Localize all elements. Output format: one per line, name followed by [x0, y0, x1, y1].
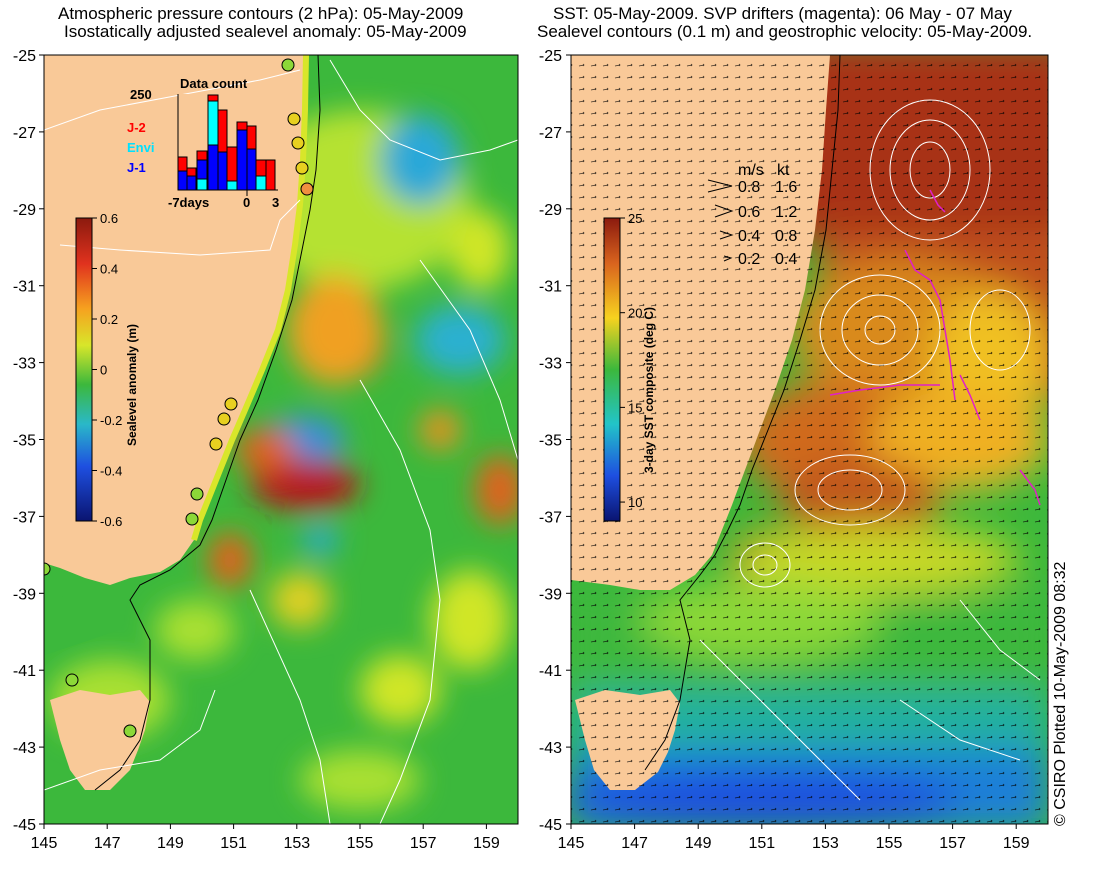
inset-xlabel-zero: 0: [243, 195, 250, 210]
right-map: [571, 55, 1048, 824]
right-ytick-label: -29: [539, 202, 562, 219]
velocity-arrow-0-8: [707, 179, 733, 193]
left-xtick-label: 159: [473, 835, 500, 852]
velocity-ms-1: 0.6: [738, 204, 760, 221]
left-ytick-label: -39: [13, 586, 36, 603]
velocity-ms-2: 0.4: [738, 228, 760, 245]
right-ytick-label: -31: [539, 279, 562, 296]
sst-colorbar-label: 3-day SST composite (deg C): [642, 306, 656, 473]
left-xtick-label: 157: [410, 835, 437, 852]
right-ytick-label: -45: [539, 817, 562, 834]
sst-colorbar-tick-label: 25: [628, 211, 642, 226]
sst-colorbar: [603, 217, 621, 522]
right-ytick-label: -41: [539, 663, 562, 680]
sealevel-colorbar-tick-label: -0.4: [100, 464, 122, 479]
right-ytick-label: -39: [539, 586, 562, 603]
sst-colorbar-tick-label: 20: [628, 306, 642, 321]
legend-j1: J-1: [127, 160, 146, 175]
left-ytick-label: -27: [13, 125, 36, 142]
velocity-arrow-0-6: [714, 204, 734, 218]
left-xtick-label: 153: [283, 835, 310, 852]
right-xtick-label: 145: [558, 835, 585, 852]
sealevel-colorbar-tick-label: -0.6: [100, 514, 122, 529]
svp-drifter-tracks: [829, 189, 1041, 506]
left-ytick-label: -31: [13, 279, 36, 296]
left-ytick-label: -43: [13, 740, 36, 757]
right-xtick-label: 147: [621, 835, 648, 852]
right-ytick-label: -37: [539, 509, 562, 526]
left-xtick-label: 151: [220, 835, 247, 852]
credit-text: © CSIRO Plotted 10-May-2009 08:32: [1052, 561, 1069, 826]
sealevel-contours: [699, 99, 1041, 801]
left-title-line2: Isostatically adjusted sealevel anomaly:…: [64, 22, 467, 41]
right-ytick-label: -35: [539, 433, 562, 450]
sealevel-colorbar-tick-label: -0.2: [100, 413, 122, 428]
inset-xlabel-start: -7days: [168, 195, 209, 210]
sealevel-colorbar: [75, 217, 93, 522]
right-ytick-label: -27: [539, 125, 562, 142]
velocity-kt-0: 1.6: [775, 179, 797, 196]
left-xtick-label: 147: [94, 835, 121, 852]
velocity-arrow-0-4: [719, 230, 734, 240]
tide-gauge-markers: [44, 58, 314, 738]
right-xtick-label: 149: [685, 835, 712, 852]
velocity-legend: m/s kt 0.8 1.6 0.6 1.2 0.4 0.8 0.2 0.4: [707, 162, 797, 268]
right-ytick-label: -25: [539, 48, 562, 65]
right-ytick-label: -33: [539, 356, 562, 373]
velocity-kt-2: 0.8: [775, 228, 797, 245]
left-xtick-label: 145: [31, 835, 58, 852]
right-ytick-label: -43: [539, 740, 562, 757]
velocity-ms-0: 0.8: [738, 179, 760, 196]
left-ytick-label: -25: [13, 48, 36, 65]
sst-colorbar-tick-label: 10: [628, 495, 642, 510]
pressure-contours: [44, 59, 518, 824]
sealevel-colorbar-tick-label: 0.4: [100, 262, 118, 277]
axes-layer: 145 147 149 151 153 155 157 159-25-27-29-31-33-…: [13, 48, 1030, 852]
left-ytick-label: -35: [13, 433, 36, 450]
right-xtick-label: 157: [939, 835, 966, 852]
left-title-line1: Atmospheric pressure contours (2 hPa): 0…: [58, 4, 464, 23]
sealevel-colorbar-tick-label: 0.6: [100, 211, 118, 226]
right-xtick-label: 151: [748, 835, 775, 852]
inset-ymax-label: 250: [130, 87, 152, 102]
sealevel-colorbar-tick-label: 0: [100, 363, 107, 378]
left-ytick-label: -45: [13, 817, 36, 834]
sst-colorbar-tick-label: 15: [628, 400, 642, 415]
right-xtick-label: 155: [876, 835, 903, 852]
left-xtick-label: 149: [157, 835, 184, 852]
left-ytick-label: -33: [13, 356, 36, 373]
velocity-legend-header-kt: kt: [777, 162, 790, 179]
left-ytick-label: -37: [13, 509, 36, 526]
left-xtick-label: 155: [347, 835, 374, 852]
right-title-line2: Sealevel contours (0.1 m) and geostrophi…: [537, 22, 1033, 41]
left-ytick-label: -29: [13, 202, 36, 219]
inset-title: Data count: [180, 76, 248, 91]
right-xtick-label: 153: [812, 835, 839, 852]
legend-envi: Envi: [127, 140, 154, 155]
sealevel-colorbar-label: Sealevel anomaly (m): [125, 323, 139, 446]
right-xtick-label: 159: [1003, 835, 1030, 852]
velocity-legend-header-ms: m/s: [738, 162, 764, 179]
velocity-kt-1: 1.2: [775, 204, 797, 221]
velocity-arrow-0-2: [723, 255, 733, 262]
data-count-inset: Data count 250 -7days 0 3 J-2 Envi J-1: [127, 76, 279, 210]
left-tasmania-land: [50, 690, 150, 790]
velocity-ms-3: 0.2: [738, 251, 760, 268]
inset-xlabel-end: 3: [272, 195, 279, 210]
legend-j2: J-2: [127, 120, 146, 135]
sealevel-colorbar-tick-label: 0.2: [100, 312, 118, 327]
velocity-kt-3: 0.4: [775, 251, 797, 268]
right-title-line1: SST: 05-May-2009. SVP drifters (magenta)…: [553, 4, 1012, 23]
left-ytick-label: -41: [13, 663, 36, 680]
